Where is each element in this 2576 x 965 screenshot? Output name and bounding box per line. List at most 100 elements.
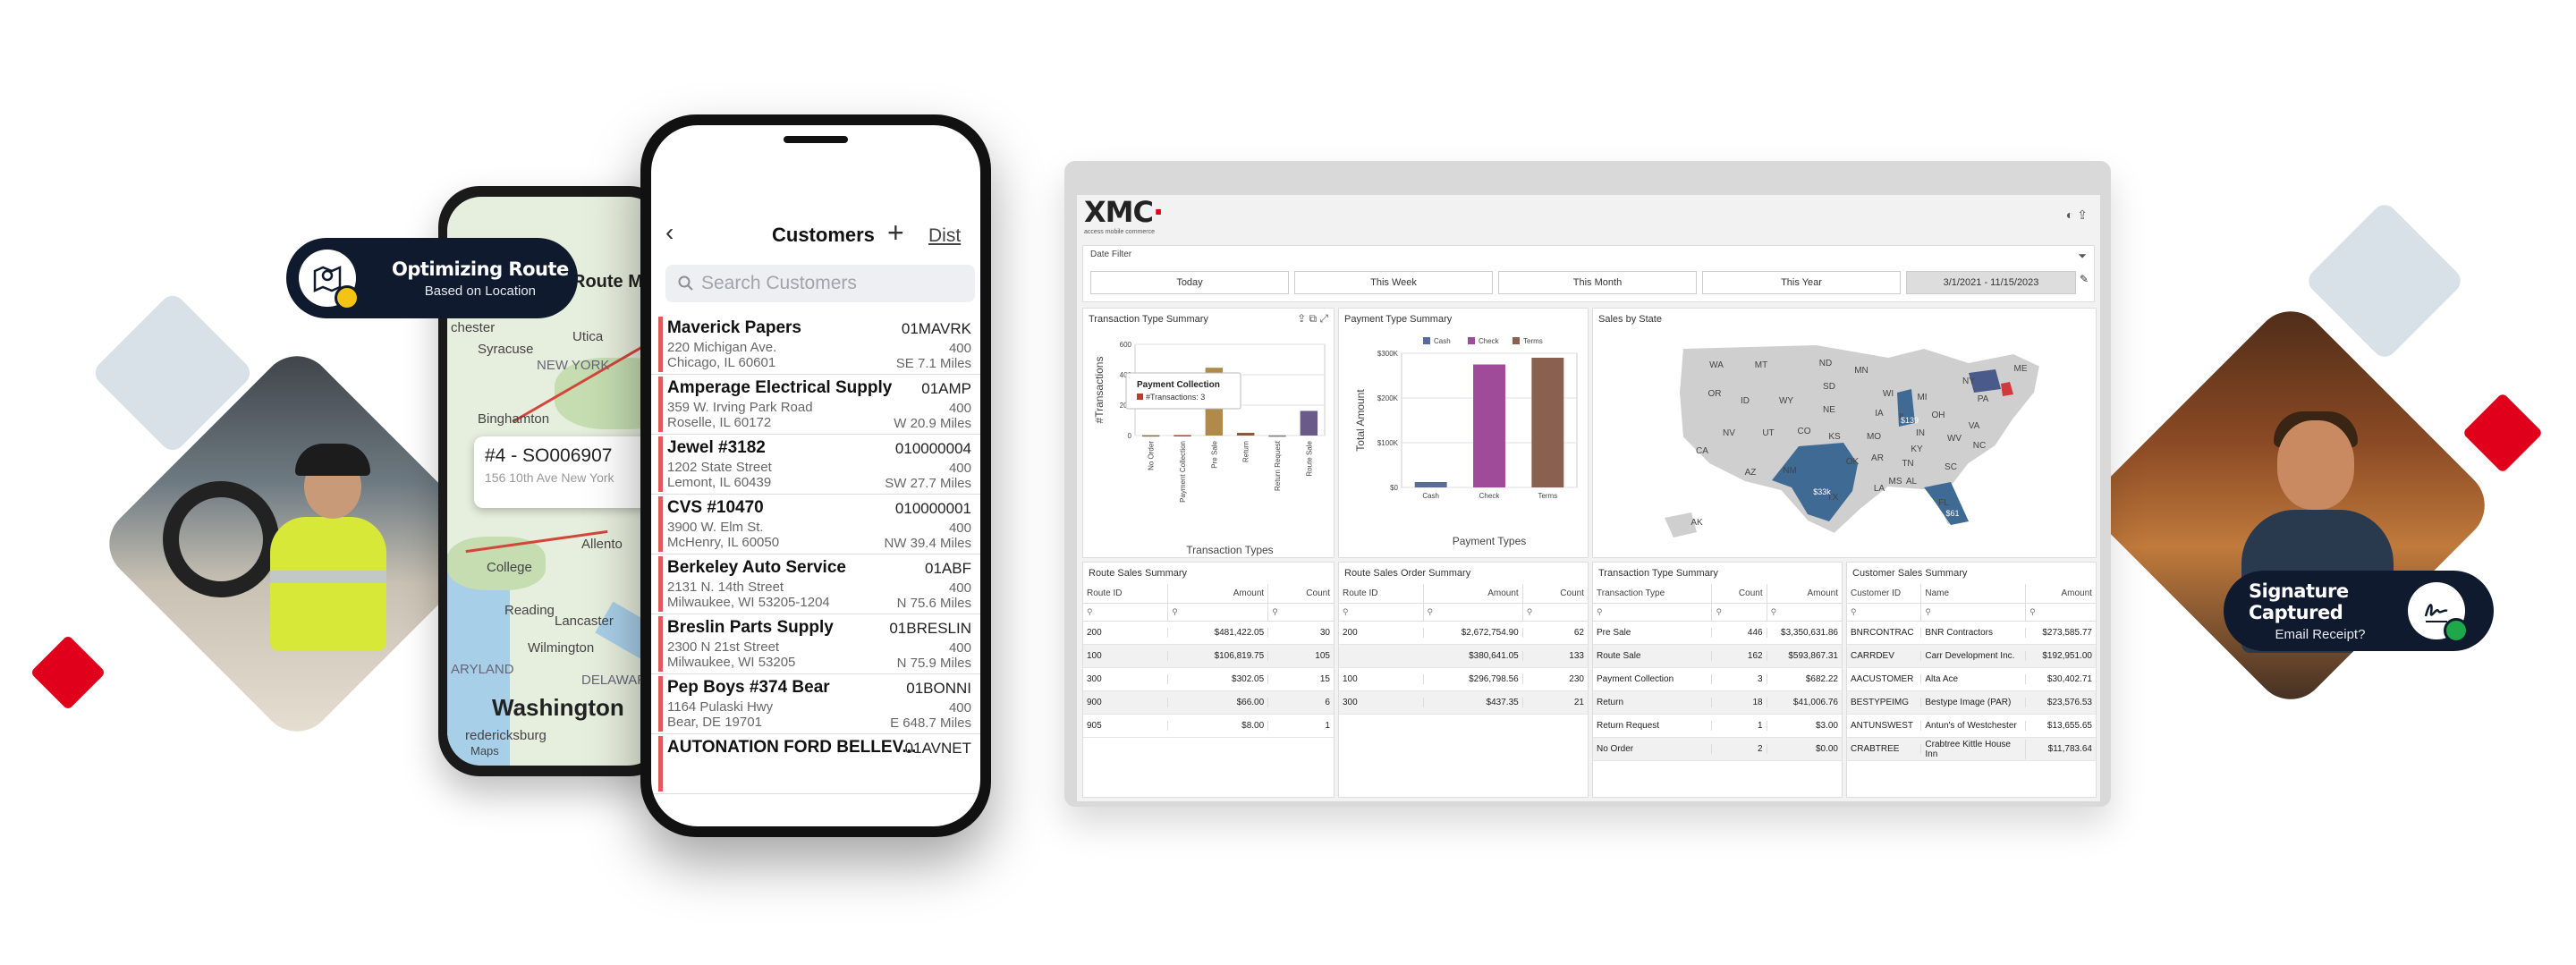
customer-list-item[interactable]: Amperage Electrical Supply 01AMP 359 W. Ir… [651, 375, 980, 435]
column-filter-input[interactable]: ⚲ [1847, 604, 1922, 621]
column-filter-input[interactable]: ⚲ [1168, 604, 1269, 621]
table-cell: BESTYPEIMG [1847, 698, 1922, 707]
table-row[interactable]: Return 18 $41,006.76 [1593, 691, 1842, 715]
column-filter-input[interactable]: ⚲ [1712, 604, 1767, 621]
table-cell: 200 [1339, 628, 1424, 638]
map-label: DELAWAR [581, 673, 648, 688]
table-row[interactable]: ANTUNSWEST Antun's of Westchester $13,655.… [1847, 715, 2096, 738]
status-bar [658, 436, 663, 492]
customer-list-item[interactable]: Breslin Parts Supply 01BRESLIN 2300 N 21st… [651, 614, 980, 674]
table-row[interactable]: $380,641.05 133 [1339, 645, 1588, 668]
customer-list-item[interactable]: Berkeley Auto Service 01ABF 2131 N. 14th S… [651, 554, 980, 614]
decorative-diamond [2462, 392, 2544, 474]
column-header[interactable]: Amount [2061, 588, 2092, 598]
customer-name: Amperage Electrical Supply [667, 378, 893, 397]
edit-icon[interactable]: ✎ [2079, 273, 2089, 285]
column-filter-input[interactable]: ⚲ [1424, 604, 1523, 621]
status-bar [658, 317, 663, 372]
filter-row: ⚲ ⚲ ⚲ [1083, 604, 1334, 622]
customer-list-item[interactable]: Jewel #3182 010000004 1202 State Street Lem… [651, 435, 980, 495]
column-filter-input[interactable]: ⚲ [1339, 604, 1424, 621]
table-row[interactable]: 905 $8.00 1 [1083, 715, 1334, 738]
table-row[interactable]: 900 $66.00 6 [1083, 691, 1334, 715]
column-header[interactable]: Route ID [1083, 584, 1169, 603]
column-header[interactable]: Count [1712, 584, 1767, 603]
filter-today-button[interactable]: Today [1090, 271, 1289, 294]
map-label: chester [451, 320, 496, 335]
filter-year-button[interactable]: This Year [1702, 271, 1901, 294]
state-label: WA [1709, 360, 1724, 370]
customer-list-item[interactable]: CVS #10470 010000001 3900 W. Elm St. McHenr… [651, 495, 980, 554]
table-row[interactable]: Route Sale 162 $593,867.31 [1593, 645, 1842, 668]
table-row[interactable]: 300 $437.35 21 [1339, 691, 1588, 715]
column-header[interactable]: Customer ID [1847, 584, 1922, 603]
table-row[interactable]: Return Request 1 $3.00 [1593, 715, 1842, 738]
palette-icon[interactable]: ◐ [2065, 207, 2074, 222]
column-header[interactable]: Amount [1424, 584, 1523, 603]
table-row[interactable]: AACUSTOMER Alta Ace $30,402.71 [1847, 668, 2096, 691]
column-filter-input[interactable]: ⚲ [1083, 604, 1169, 621]
tooltip-title: Payment Collection [1137, 380, 1220, 390]
customer-list-item[interactable]: Pep Boys #374 Bear 01BONNI 1164 Pulaski Hw… [651, 674, 980, 734]
page-title: Customers [772, 224, 875, 246]
state-label: IL [1899, 412, 1907, 422]
table-row[interactable]: CRABTREE Crabtree Kittle House Inn $11,783… [1847, 738, 2096, 761]
table-cell: $2,672,754.90 [1424, 628, 1523, 638]
map-stop-card[interactable]: #4 - SO006907 156 10th Ave New York [474, 436, 662, 508]
column-header[interactable]: Count [1306, 588, 1330, 598]
column-header[interactable]: Route ID [1339, 584, 1424, 603]
column-filter-input[interactable]: ⚲ [2029, 607, 2036, 616]
table-row[interactable]: 300 $302.05 15 [1083, 668, 1334, 691]
table-row[interactable]: BNRCONTRAC BNR Contractors $273,585.77 [1847, 622, 2096, 645]
legend-swatch [1423, 337, 1430, 344]
search-input[interactable]: Search Customers [665, 265, 975, 302]
filter-icon[interactable]: ⏷ [2078, 250, 2087, 262]
us-sales-map[interactable]: WA MT ND MN OR ID WY SD WI MI NY ME NE IA PA NV UT CO KS MO… [1593, 330, 2097, 558]
map-label: Wilmington [528, 640, 595, 656]
column-filter-input[interactable]: ⚲ [1921, 604, 2027, 621]
table-row[interactable]: 200 $481,422.05 30 [1083, 622, 1334, 645]
customer-address: 1164 Pulaski Hwy [667, 699, 774, 715]
add-customer-button[interactable]: + [887, 216, 904, 249]
share-icon[interactable]: ⇪ [2077, 207, 2088, 222]
column-filter-input[interactable]: ⚲ [1272, 607, 1278, 616]
payment-type-chart[interactable]: $0 $100K $200K $300K Cash Check Terms Payment T… [1339, 330, 1589, 558]
column-header[interactable]: Amount [1807, 588, 1838, 598]
customer-name: AUTONATION FORD BELLEV... [667, 738, 917, 757]
column-filter-input[interactable]: ⚲ [1770, 607, 1777, 616]
customer-list-item[interactable]: AUTONATION FORD BELLEV... 01AVNET [651, 734, 980, 794]
map-label: Reading [504, 603, 555, 618]
table-row[interactable]: Payment Collection 3 $682.22 [1593, 668, 1842, 691]
column-header[interactable]: Name [1921, 584, 2027, 603]
column-header[interactable]: Amount [1168, 584, 1269, 603]
table-row[interactable]: 100 $296,798.56 230 [1339, 668, 1588, 691]
back-chevron-icon[interactable]: ‹ [665, 218, 674, 246]
sort-distance-link[interactable]: Dist [928, 225, 962, 246]
status-bar [658, 377, 663, 432]
filter-week-button[interactable]: This Week [1294, 271, 1493, 294]
filter-month-button[interactable]: This Month [1498, 271, 1697, 294]
table-cell: $30,402.71 [2046, 674, 2092, 684]
customer-list-item[interactable]: Maverick Papers 01MAVRK 220 Michigan Ave. C… [651, 315, 980, 375]
customers-phone: ‹ Customers + Dist Search Customers Mave… [640, 114, 991, 837]
table-row[interactable]: CARRDEV Carr Development Inc. $192,951.00 [1847, 645, 2096, 668]
table-cell: 21 [1573, 698, 1584, 707]
panel-actions[interactable]: ⇪ ⧉ ⤢ [1297, 312, 1328, 325]
filter-range-button[interactable]: 3/1/2021 - 11/15/2023 [1906, 271, 2076, 294]
customer-distance: NW 39.4 Miles [884, 536, 971, 551]
panel-title: Payment Type Summary [1344, 314, 1453, 325]
table-row[interactable]: Pre Sale 446 $3,350,631.86 [1593, 622, 1842, 645]
column-header[interactable]: Count [1560, 588, 1584, 598]
table-row[interactable]: No Order 2 $0.00 [1593, 738, 1842, 761]
table-row[interactable]: BESTYPEIMG Bestype Image (PAR) $23,576.53 [1847, 691, 2096, 715]
table-row[interactable]: 200 $2,672,754.90 62 [1339, 622, 1588, 645]
column-filter-input[interactable]: ⚲ [1593, 604, 1713, 621]
status-bar [658, 496, 663, 552]
state-label: UT [1762, 428, 1774, 438]
column-filter-input[interactable]: ⚲ [1526, 607, 1533, 616]
table-row[interactable]: 100 $106,819.75 105 [1083, 645, 1334, 668]
logo-tagline: access mobile commerce [1084, 229, 1155, 235]
column-header[interactable]: Transaction Type [1593, 584, 1713, 603]
tooltip-text: #Transactions: 3 [1146, 393, 1205, 402]
